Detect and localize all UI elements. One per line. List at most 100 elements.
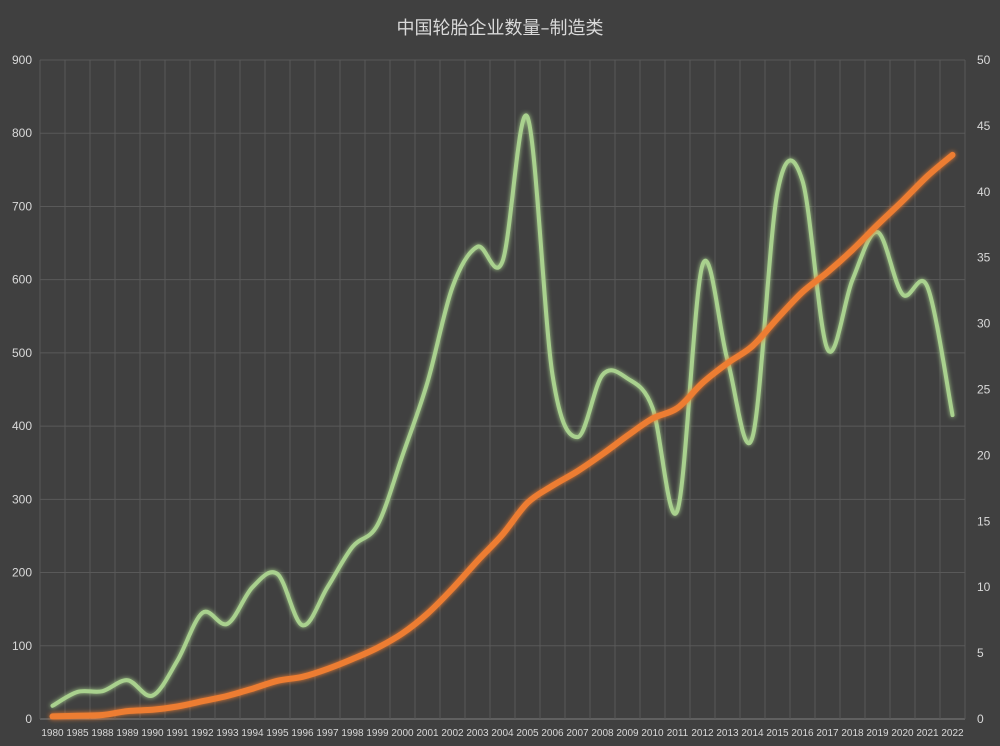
y-right-tick-label: 45 bbox=[977, 119, 991, 133]
x-tick-label: 2015 bbox=[766, 728, 789, 739]
data-point-series-1 bbox=[252, 688, 254, 690]
data-point-series-1 bbox=[502, 533, 504, 535]
data-point-series-0 bbox=[477, 246, 479, 248]
x-tick-label: 1996 bbox=[291, 728, 314, 739]
x-tick-label: 2006 bbox=[541, 728, 564, 739]
x-tick-label: 2003 bbox=[466, 728, 489, 739]
x-tick-label: 1985 bbox=[66, 728, 89, 739]
x-tick-label: 1999 bbox=[366, 728, 389, 739]
y-left-tick-label: 600 bbox=[12, 273, 32, 287]
data-point-series-1 bbox=[802, 291, 804, 293]
data-point-series-1 bbox=[577, 470, 579, 472]
data-point-series-0 bbox=[277, 573, 279, 575]
data-point-series-0 bbox=[602, 374, 604, 376]
x-tick-label: 1992 bbox=[191, 728, 214, 739]
x-tick-label: 1991 bbox=[166, 728, 189, 739]
series-line-right-axis bbox=[49, 151, 956, 720]
data-point-series-0 bbox=[452, 286, 454, 288]
y-right-tick-label: 5 bbox=[977, 646, 984, 660]
data-point-series-1 bbox=[827, 271, 829, 273]
y-left-tick-label: 800 bbox=[12, 126, 32, 140]
data-point-series-1 bbox=[877, 224, 879, 226]
data-point-series-0 bbox=[652, 407, 654, 409]
data-point-series-1 bbox=[752, 345, 754, 347]
data-point-series-1 bbox=[177, 705, 179, 707]
data-point-series-0 bbox=[627, 378, 629, 380]
data-point-series-1 bbox=[627, 435, 629, 437]
x-tick-label: 2005 bbox=[516, 728, 539, 739]
y-right-tick-label: 35 bbox=[977, 251, 991, 265]
data-point-series-1 bbox=[277, 680, 279, 682]
x-tick-label: 1988 bbox=[91, 728, 114, 739]
data-point-series-1 bbox=[702, 382, 704, 384]
y-left-tick-label: 200 bbox=[12, 566, 32, 580]
data-point-series-0 bbox=[327, 586, 329, 588]
x-tick-label: 2022 bbox=[941, 728, 964, 739]
data-point-series-1 bbox=[127, 710, 129, 712]
y-right-tick-label: 30 bbox=[977, 317, 991, 331]
data-point-series-0 bbox=[827, 348, 829, 350]
x-tick-label: 2021 bbox=[916, 728, 939, 739]
data-point-series-1 bbox=[852, 249, 854, 251]
data-point-series-1 bbox=[377, 647, 379, 649]
x-tick-label: 2014 bbox=[741, 728, 764, 739]
data-point-series-0 bbox=[527, 116, 529, 118]
x-tick-label: 2004 bbox=[491, 728, 514, 739]
data-point-series-1 bbox=[602, 453, 604, 455]
y-left-tick-label: 400 bbox=[12, 419, 32, 433]
x-tick-label: 2007 bbox=[566, 728, 589, 739]
x-tick-label: 2008 bbox=[591, 728, 614, 739]
chart-title: 中国轮胎企业数量–制造类 bbox=[396, 18, 604, 39]
data-point-series-0 bbox=[702, 264, 704, 266]
y-right-tick-label: 20 bbox=[977, 448, 991, 462]
data-point-series-1 bbox=[727, 362, 729, 364]
y-left-tick-label: 700 bbox=[12, 199, 32, 213]
x-tick-label: 1995 bbox=[266, 728, 289, 739]
y-right-tick-label: 25 bbox=[977, 383, 991, 397]
data-point-series-0 bbox=[952, 414, 954, 416]
data-point-series-1 bbox=[927, 175, 929, 177]
data-point-series-0 bbox=[502, 260, 504, 262]
x-tick-label: 1990 bbox=[141, 728, 164, 739]
data-point-series-1 bbox=[477, 560, 479, 562]
x-tick-label: 2017 bbox=[816, 728, 839, 739]
data-point-series-1 bbox=[402, 632, 404, 634]
data-point-series-0 bbox=[352, 546, 354, 548]
data-point-series-1 bbox=[777, 317, 779, 319]
x-tick-label: 1994 bbox=[241, 728, 264, 739]
data-point-series-1 bbox=[427, 613, 429, 615]
x-tick-label: 2012 bbox=[691, 728, 714, 739]
data-point-series-0 bbox=[202, 612, 204, 614]
x-tick-label: 2000 bbox=[391, 728, 414, 739]
y-right-tick-label: 0 bbox=[977, 712, 984, 726]
x-tick-label: 2019 bbox=[866, 728, 889, 739]
data-point-series-0 bbox=[127, 679, 129, 681]
data-point-series-1 bbox=[327, 668, 329, 670]
data-point-series-0 bbox=[677, 509, 679, 511]
data-point-series-1 bbox=[952, 154, 954, 156]
x-tick-label: 2001 bbox=[416, 728, 439, 739]
data-point-series-0 bbox=[577, 436, 579, 438]
data-point-series-0 bbox=[877, 231, 879, 233]
data-point-series-0 bbox=[852, 279, 854, 281]
x-tick-label: 2009 bbox=[616, 728, 639, 739]
data-point-series-0 bbox=[777, 191, 779, 193]
x-tick-label: 1993 bbox=[216, 728, 239, 739]
data-point-series-1 bbox=[452, 588, 454, 590]
data-point-series-0 bbox=[402, 454, 404, 456]
data-point-series-0 bbox=[802, 180, 804, 182]
y-left-tick-label: 300 bbox=[12, 492, 32, 506]
y-left-tick-label: 900 bbox=[12, 53, 32, 67]
x-tick-label: 1997 bbox=[316, 728, 339, 739]
data-point-series-0 bbox=[302, 624, 304, 626]
x-tick-label: 1980 bbox=[41, 728, 64, 739]
y-right-tick-label: 50 bbox=[977, 53, 991, 67]
data-point-series-0 bbox=[77, 691, 79, 693]
data-point-series-0 bbox=[377, 524, 379, 526]
x-tick-label: 2016 bbox=[791, 728, 814, 739]
data-point-series-0 bbox=[227, 623, 229, 625]
x-tick-label: 1989 bbox=[116, 728, 139, 739]
data-point-series-0 bbox=[102, 690, 104, 692]
